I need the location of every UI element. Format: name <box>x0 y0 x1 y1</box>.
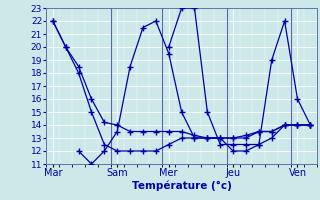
X-axis label: Température (°c): Température (°c) <box>132 181 232 191</box>
